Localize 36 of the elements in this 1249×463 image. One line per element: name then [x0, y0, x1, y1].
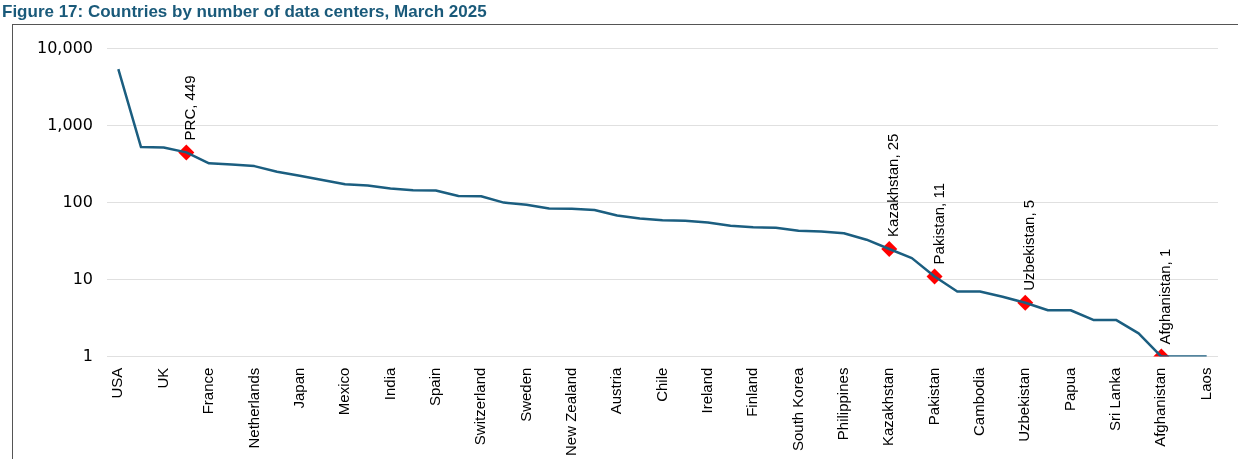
x-tick-label: Laos	[1196, 367, 1214, 401]
x-tick-label: India	[380, 366, 398, 401]
data-label: Afghanistan, 1	[1156, 248, 1174, 345]
x-tick-label: Switzerland	[471, 367, 489, 446]
y-tick-label: 1	[82, 345, 93, 365]
data-label: PRC, 449	[181, 75, 199, 141]
x-tick-label: Sweden	[516, 367, 534, 422]
x-tick-label: Sri Lanka	[1106, 366, 1124, 431]
x-tick-label: Kazakhstan	[879, 367, 897, 447]
data-label: Pakistan, 11	[929, 182, 947, 265]
y-tick-label: 1,000	[47, 114, 93, 134]
x-tick-label: France	[199, 367, 217, 415]
x-tick-label: New Zealand	[561, 367, 579, 457]
x-tick-label: Chile	[652, 367, 670, 402]
x-tick-label: South Korea	[788, 366, 806, 452]
data-label: Kazakhstan, 25	[884, 133, 902, 237]
x-tick-label: Cambodia	[970, 366, 988, 436]
data-label: Uzbekistan, 5	[1020, 199, 1038, 291]
chart-title: Figure 17: Countries by number of data centers, March 2025	[1, 1, 488, 23]
x-tick-label: Ireland	[697, 367, 715, 414]
x-tick-label: Philippines	[834, 367, 852, 441]
x-tick-label: Finland	[743, 367, 761, 417]
y-tick-label: 10,000	[37, 37, 93, 57]
y-tick-label: 10	[72, 268, 93, 288]
x-tick-label: Afghanistan	[1151, 367, 1169, 447]
y-tick-label: 100	[62, 191, 93, 211]
x-tick-label: Spain	[425, 367, 443, 406]
x-tick-label: Japan	[289, 367, 307, 409]
x-tick-label: Netherlands	[244, 367, 262, 449]
x-tick-label: UK	[153, 367, 171, 389]
x-tick-label: USA	[108, 367, 126, 399]
x-tick-label: Austria	[607, 366, 625, 415]
x-tick-label: Pakistan	[924, 367, 942, 426]
x-tick-label: Papua	[1060, 366, 1078, 411]
x-tick-label: Mexico	[335, 367, 353, 416]
x-tick-label: Uzbekistan	[1015, 367, 1033, 442]
